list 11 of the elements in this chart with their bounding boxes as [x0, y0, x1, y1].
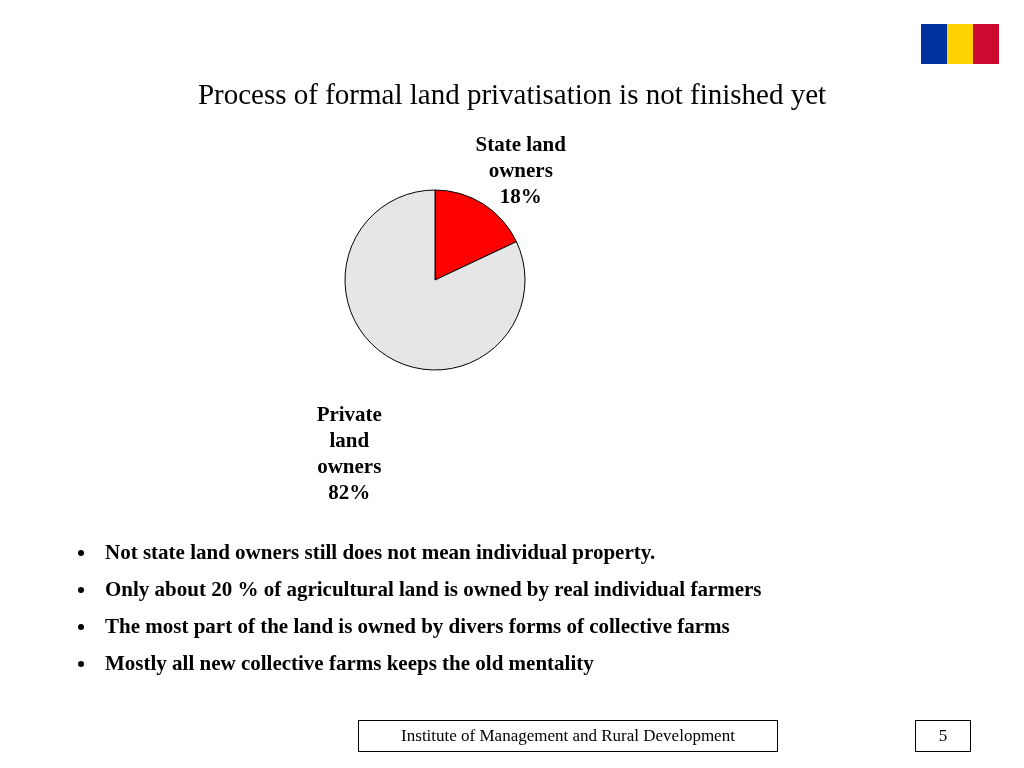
text: Institute of Management and Rural Development [358, 720, 778, 752]
data-label: 18% [499, 183, 542, 208]
chart-title: Process of formal land privatisation is not finished yet [196, 78, 828, 111]
text: Only about 20 % of agricultural land is owned by real individual farmers [105, 577, 762, 602]
text: The most part of the land is owned by divers forms of collective farms [105, 614, 731, 639]
slice-label: Private land owners [316, 402, 382, 479]
slice-label: State land owners [475, 131, 567, 182]
data-label: 82% [328, 480, 371, 505]
text: 5 [915, 720, 971, 752]
text: Mostly all new collective farms keeps the old mentality [105, 651, 595, 676]
text: Not state land owners still does not mean individual property. [105, 540, 657, 565]
